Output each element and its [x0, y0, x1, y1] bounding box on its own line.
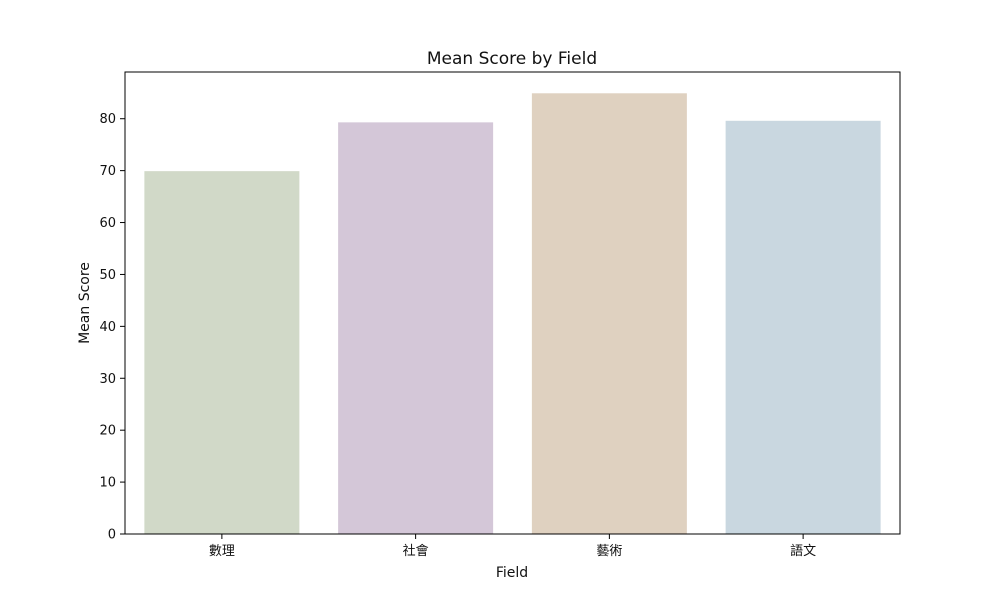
chart-title: Mean Score by Field	[427, 49, 597, 69]
y-tick-label: 50	[99, 268, 116, 283]
x-axis-label: Field	[496, 565, 528, 581]
y-axis: 0 10 20 30 40 50 60 70 80	[99, 112, 125, 543]
bar-3	[725, 120, 881, 535]
y-tick-label: 30	[99, 372, 116, 387]
x-axis: 數理 社會 藝術 語文	[209, 534, 816, 559]
y-tick-label: 80	[99, 112, 116, 127]
y-tick-label: 0	[108, 528, 116, 543]
y-tick-label: 20	[99, 424, 116, 439]
x-tick-label: 語文	[790, 543, 816, 559]
x-tick-label: 社會	[403, 543, 429, 559]
x-tick-label: 藝術	[596, 544, 622, 559]
y-tick-label: 70	[99, 164, 116, 179]
y-tick-label: 40	[99, 320, 116, 335]
bar-1	[338, 122, 494, 534]
y-tick-label: 10	[99, 476, 116, 491]
y-tick-label: 60	[99, 216, 116, 231]
x-tick-label: 數理	[209, 544, 235, 559]
bars-layer	[144, 93, 881, 535]
bar-2	[531, 93, 687, 535]
bar-0	[144, 171, 300, 534]
plot-frame	[124, 71, 901, 535]
y-axis-label: Mean Score	[77, 262, 93, 344]
